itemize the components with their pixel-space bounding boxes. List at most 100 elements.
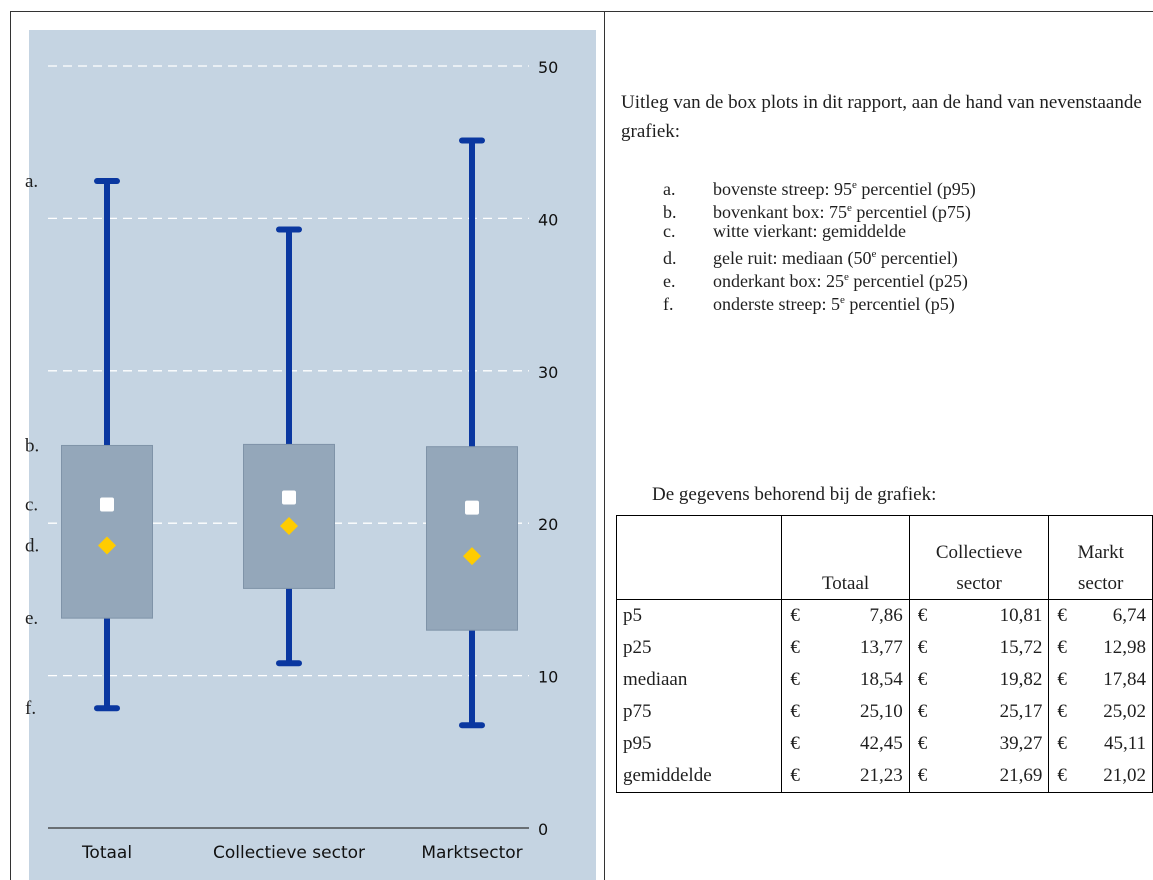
cell-value: 21,23	[860, 765, 903, 786]
cell-value: 25,10	[860, 701, 903, 722]
legend-item: e. onderkant box: 25e percentiel (p25)	[663, 266, 976, 291]
row-label: gemiddelde	[615, 760, 783, 793]
legend-letter: b.	[663, 202, 677, 222]
legend-letter: f.	[663, 294, 674, 314]
table-row: mediaan €18,54 €19,82 €17,84	[615, 664, 1153, 696]
table-row: gemiddelde €21,23 €21,69 €21,02	[615, 760, 1153, 793]
side-marker-label: d.	[25, 535, 39, 556]
cell-value: 12,98	[1103, 637, 1146, 658]
y-tick-label: 0	[538, 820, 548, 839]
table-cell: €17,84	[1048, 664, 1153, 696]
legend-list: a. bovenste streep: 95e percentiel (p95) b…	[663, 174, 976, 314]
legend-text: witte vierkant: gemiddelde	[713, 221, 906, 241]
table-cell: €19,82	[908, 664, 1050, 696]
side-marker-label: c.	[25, 494, 38, 515]
mean-marker	[282, 490, 296, 505]
data-caption: De gegevens behorend bij de grafiek:	[652, 484, 937, 505]
y-tick-label: 30	[538, 363, 558, 382]
currency-symbol: €	[790, 669, 800, 690]
median-marker	[98, 536, 116, 555]
x-tick-label: Totaal	[81, 843, 132, 863]
table-cell: €12,98	[1048, 632, 1153, 664]
currency-symbol: €	[917, 701, 928, 722]
currency-symbol: €	[790, 701, 800, 722]
table-row: p75 €25,10 €25,17 €25,02	[615, 696, 1153, 728]
legend-letter: c.	[663, 221, 676, 241]
cell-value: 15,72	[999, 637, 1043, 658]
cell-value: 19,82	[999, 669, 1043, 690]
cell-value: 18,54	[860, 669, 903, 690]
cell-value: 13,77	[860, 637, 903, 658]
cell-value: 39,27	[999, 733, 1043, 754]
legend-text: onderste streep: 5e percentiel (p5)	[713, 294, 955, 314]
cell-value: 17,84	[1103, 669, 1146, 690]
legend-text: gele ruit: mediaan (50e percentiel)	[713, 248, 958, 268]
currency-symbol: €	[1057, 605, 1067, 626]
table-header: Markt sector	[1048, 515, 1153, 600]
currency-symbol: €	[790, 637, 800, 658]
x-tick-label: Marktsector	[421, 843, 522, 863]
legend-text: bovenkant box: 75e percentiel (p75)	[713, 202, 971, 222]
table-cell: €13,77	[781, 632, 910, 664]
median-marker	[280, 516, 298, 535]
currency-symbol: €	[917, 605, 928, 626]
currency-symbol: €	[1057, 637, 1067, 658]
explanation-intro: Uitleg van de box plots in dit rapport, …	[621, 92, 1142, 142]
legend-letter: e.	[663, 271, 676, 291]
row-label: mediaan	[615, 664, 783, 696]
y-tick-label: 40	[538, 210, 558, 229]
row-label: p25	[615, 632, 783, 664]
currency-symbol: €	[1057, 701, 1067, 722]
median-marker	[463, 547, 481, 566]
currency-symbol: €	[790, 733, 800, 754]
currency-symbol: €	[917, 637, 928, 658]
y-tick-label: 10	[538, 668, 558, 687]
table-cell: €18,54	[781, 664, 910, 696]
cell-value: 21,02	[1103, 765, 1146, 786]
cell-value: 42,45	[860, 733, 903, 754]
currency-symbol: €	[790, 765, 800, 786]
currency-symbol: €	[917, 669, 928, 690]
legend-item: f. onderste streep: 5e percentiel (p5)	[663, 289, 976, 314]
table-header: Totaal	[781, 515, 910, 600]
table-cell: €6,74	[1048, 599, 1153, 632]
box-plot-chart: 0 10 20 30 40 50 Totaal Collectieve sector Markt…	[29, 30, 596, 880]
iqr-box	[243, 443, 335, 589]
mean-marker	[465, 500, 479, 515]
table-cell: €42,45	[781, 728, 910, 760]
table-cell: €39,27	[908, 728, 1050, 760]
cell-value: 45,11	[1103, 733, 1146, 754]
cell-value: 6,74	[1112, 605, 1146, 626]
row-label: p5	[615, 599, 783, 632]
iqr-box	[61, 444, 153, 619]
legend-text: bovenste streep: 95e percentiel (p95)	[713, 179, 976, 199]
currency-symbol: €	[917, 765, 928, 786]
table-cell: €25,10	[781, 696, 910, 728]
currency-symbol: €	[1057, 733, 1067, 754]
legend-text: onderkant box: 25e percentiel (p25)	[713, 271, 968, 291]
side-marker-label: f.	[25, 698, 36, 719]
table-row: p25 €13,77 €15,72 €12,98	[615, 632, 1153, 664]
table-cell: €15,72	[908, 632, 1050, 664]
row-label: p75	[615, 696, 783, 728]
legend-item: c. witte vierkant: gemiddelde	[663, 220, 976, 243]
table-cell: €45,11	[1048, 728, 1153, 760]
table-cell: €21,02	[1048, 760, 1153, 793]
table-header-empty	[615, 515, 783, 600]
table-row: p95 €42,45 €39,27 €45,11	[615, 728, 1153, 760]
table-cell: €25,17	[908, 696, 1050, 728]
table-cell: €21,69	[908, 760, 1050, 793]
cell-value: 25,02	[1103, 701, 1146, 722]
legend-item: b. bovenkant box: 75e percentiel (p75)	[663, 197, 976, 222]
panel-divider	[604, 11, 605, 880]
cell-value: 10,81	[999, 605, 1043, 626]
side-marker-label: e.	[25, 608, 38, 629]
legend-letter: a.	[663, 179, 676, 199]
outer-frame-top	[10, 11, 1153, 12]
data-table: Totaal Collectieve sector Markt sector p5 €7,…	[615, 515, 1153, 793]
legend-letter: d.	[663, 248, 677, 268]
mean-marker	[100, 497, 114, 512]
cell-value: 25,17	[999, 701, 1043, 722]
currency-symbol: €	[1057, 669, 1067, 690]
table-header: Collectieve sector	[908, 515, 1050, 600]
